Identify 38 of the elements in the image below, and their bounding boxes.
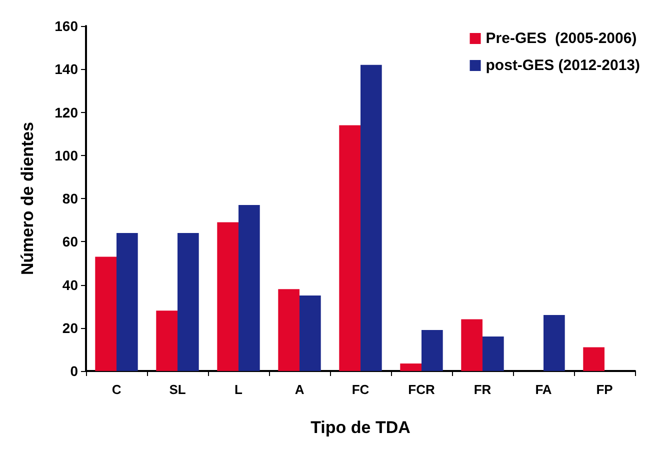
y-axis-title: Número de dientes (18, 122, 37, 276)
bar (178, 233, 199, 371)
bar (400, 363, 422, 371)
bar (544, 314, 565, 371)
y-tick-label: 140 (54, 61, 78, 78)
x-tick-label: FP (596, 382, 614, 397)
bar (360, 64, 382, 371)
x-axis-title: Tipo de TDA (310, 418, 410, 437)
bar (116, 233, 138, 371)
x-tick-label: FA (535, 382, 552, 397)
bar (238, 204, 260, 371)
x-tick-label: FCR (408, 382, 436, 397)
x-tick-label: SL (169, 382, 186, 397)
bar (278, 289, 300, 371)
y-tick-label: 40 (62, 276, 78, 293)
bar (482, 336, 504, 371)
bar (339, 125, 360, 371)
y-tick-label: 120 (54, 104, 78, 120)
x-tick-label: A (294, 382, 305, 397)
y-tick-label: 100 (54, 147, 78, 164)
legend-label: Pre-GES (2005-2006) (486, 30, 637, 47)
y-tick-label: 20 (62, 320, 78, 336)
y-tick-label: 0 (70, 363, 78, 379)
bar (422, 330, 443, 371)
bar (95, 256, 116, 371)
legend-label: post-GES (2012-2013) (486, 57, 640, 74)
y-tick-label: 80 (62, 190, 78, 206)
y-tick-label: 60 (62, 234, 78, 250)
bar (156, 310, 178, 371)
x-tick-label: FR (474, 382, 492, 397)
x-tick-label: FC (352, 382, 370, 397)
bar (583, 347, 604, 371)
bar (217, 222, 238, 371)
x-tick-label: C (112, 382, 122, 397)
x-tick-label: L (234, 382, 243, 397)
bar (300, 296, 321, 371)
y-tick-label: 160 (54, 18, 78, 34)
bar (461, 319, 482, 371)
